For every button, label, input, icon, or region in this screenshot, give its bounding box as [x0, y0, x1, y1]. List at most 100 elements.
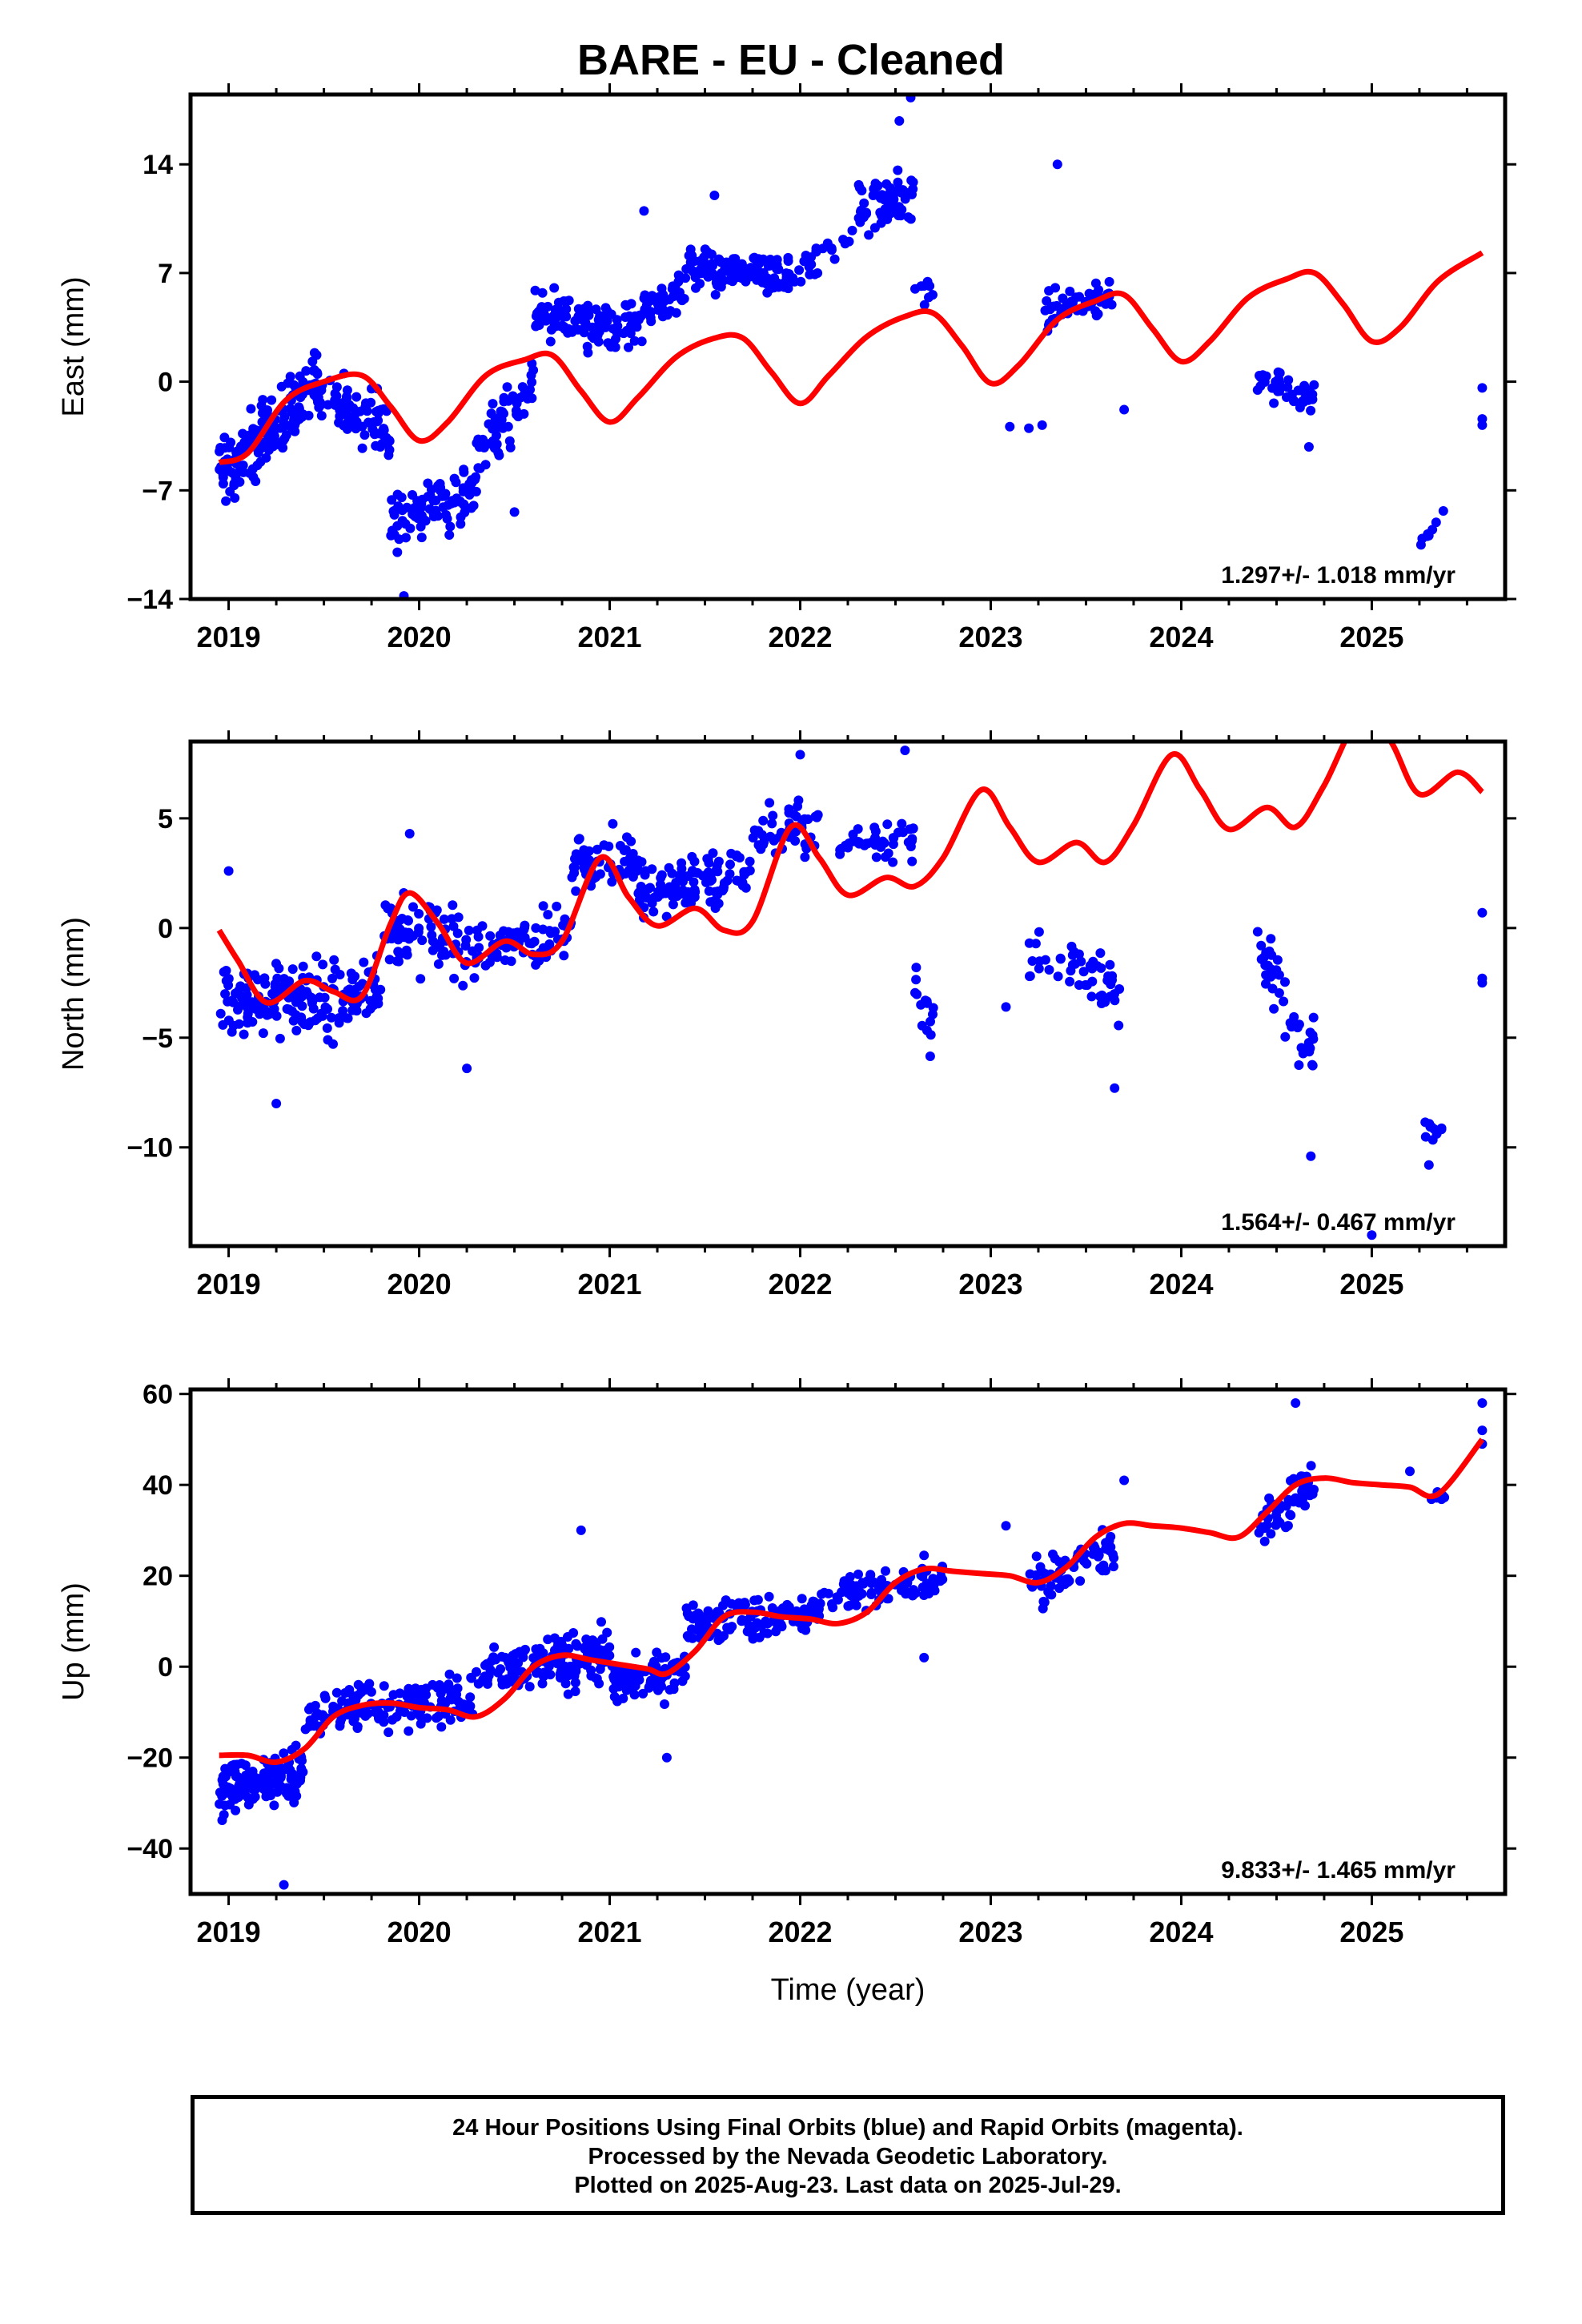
data-point — [1110, 1083, 1120, 1093]
data-point — [646, 307, 656, 317]
data-point — [1096, 963, 1106, 973]
data-point — [396, 493, 407, 503]
data-point — [309, 364, 319, 375]
data-point — [427, 930, 437, 940]
data-point — [438, 502, 448, 513]
data-point — [677, 885, 688, 895]
data-point — [288, 1015, 299, 1026]
data-point — [1045, 1589, 1055, 1599]
data-point — [1477, 383, 1488, 393]
data-point — [1307, 394, 1318, 404]
data-point — [269, 1800, 279, 1811]
data-point — [267, 395, 277, 405]
data-point — [527, 377, 537, 388]
x-tick-label: 2023 — [958, 1268, 1022, 1301]
data-point — [645, 883, 655, 893]
data-point — [496, 1664, 506, 1675]
data-point — [1105, 959, 1115, 970]
data-point — [476, 436, 487, 446]
data-point — [552, 901, 562, 911]
data-point — [622, 832, 632, 842]
data-point — [619, 328, 628, 339]
data-point — [876, 842, 886, 852]
data-point — [829, 254, 840, 264]
data-point — [544, 1661, 554, 1671]
data-point — [234, 986, 243, 996]
data-point — [564, 324, 574, 334]
data-point — [513, 1658, 523, 1668]
data-point — [1024, 423, 1034, 433]
data-point — [423, 492, 433, 501]
data-point — [383, 1727, 394, 1738]
data-point — [706, 249, 717, 259]
data-point — [1074, 949, 1084, 959]
data-point — [236, 441, 246, 452]
data-point — [1037, 420, 1047, 430]
data-point — [361, 398, 371, 408]
data-point — [1436, 1124, 1447, 1135]
data-point — [346, 968, 356, 979]
data-point — [287, 408, 297, 417]
up-y-axis-label: Up (mm) — [57, 1582, 90, 1701]
data-point — [661, 1652, 671, 1663]
east-panel: −14 −7 0 7 14 2019 2020 2021 2022 2023 2024 2025 Eas… — [57, 83, 1516, 653]
data-point — [583, 348, 593, 358]
data-point — [327, 973, 337, 983]
data-point — [765, 255, 776, 264]
data-point — [231, 1771, 241, 1782]
data-point — [543, 1634, 553, 1645]
data-point — [687, 1624, 697, 1634]
data-point — [593, 336, 604, 347]
data-point — [1303, 442, 1314, 452]
data-point — [1261, 979, 1271, 989]
data-point — [412, 496, 423, 506]
data-point — [1001, 1521, 1011, 1531]
x-tick-label: 2019 — [197, 1916, 261, 1948]
y-tick-label: −7 — [142, 476, 173, 506]
data-point — [1415, 540, 1426, 550]
x-tick-label: 2022 — [768, 1916, 832, 1948]
data-point — [351, 392, 362, 402]
x-tick-label: 2019 — [197, 1268, 261, 1301]
data-point — [1101, 1538, 1111, 1548]
data-point — [404, 915, 413, 926]
data-point — [1261, 947, 1271, 958]
data-point — [741, 276, 751, 287]
data-point — [1271, 1510, 1281, 1521]
data-point — [870, 826, 881, 837]
data-point — [361, 1008, 371, 1019]
data-point — [1279, 996, 1289, 1007]
data-point — [279, 1748, 289, 1759]
data-point — [422, 1713, 432, 1723]
data-point — [656, 873, 666, 883]
data-point — [402, 1691, 412, 1702]
data-point — [782, 1599, 793, 1610]
data-point — [864, 230, 874, 240]
data-point — [1308, 1012, 1319, 1023]
data-point — [271, 959, 281, 969]
data-point — [561, 312, 572, 322]
data-point — [576, 1525, 586, 1535]
data-point — [279, 1880, 289, 1890]
data-point — [1286, 1510, 1296, 1521]
data-point — [218, 479, 228, 489]
data-point — [221, 966, 231, 975]
north-panel: −10 −5 0 5 2019 2020 2021 2022 2023 2024 2025 North… — [57, 730, 1516, 1301]
data-point — [649, 1656, 659, 1667]
y-tick-label: 0 — [158, 1652, 173, 1683]
data-point — [708, 260, 718, 271]
data-point — [1405, 1466, 1415, 1477]
data-point — [445, 1715, 456, 1725]
data-point — [426, 922, 436, 932]
data-point — [1306, 1151, 1316, 1161]
data-point — [883, 848, 893, 858]
data-point — [220, 989, 231, 999]
data-point — [1042, 296, 1052, 306]
x-tick-label: 2020 — [387, 1916, 452, 1948]
data-point — [919, 1652, 930, 1663]
data-point — [567, 872, 577, 883]
data-point — [319, 992, 330, 1003]
data-point — [592, 1674, 602, 1684]
footer-line-2: Processed by the Nevada Geodetic Laborat… — [588, 2144, 1108, 2169]
data-point — [685, 244, 696, 255]
